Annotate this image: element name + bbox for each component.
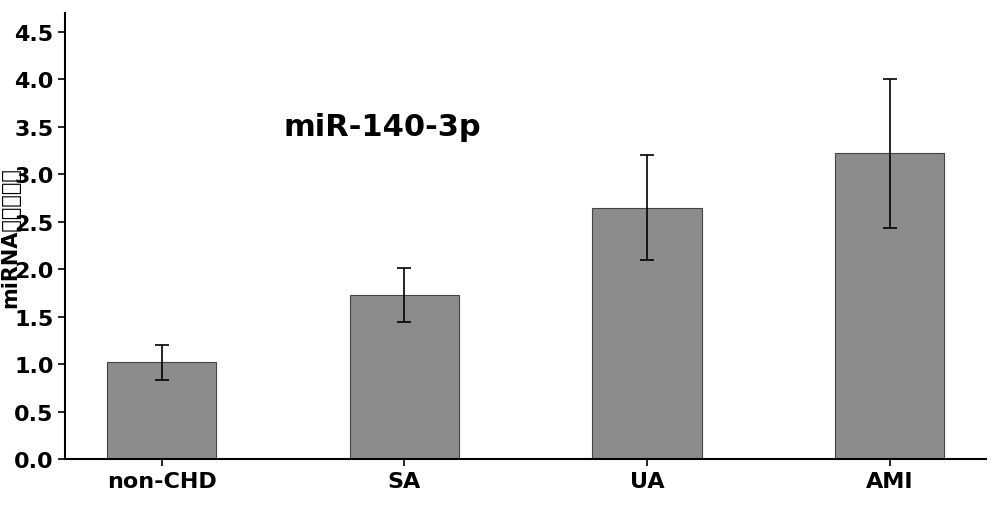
Bar <box>107 363 216 460</box>
Text: miRNA相对表达量: miRNA相对表达量 <box>0 166 20 307</box>
Text: miR-140-3p: miR-140-3p <box>283 113 481 142</box>
Bar <box>592 208 702 460</box>
Bar <box>350 295 459 460</box>
Bar <box>835 154 944 460</box>
